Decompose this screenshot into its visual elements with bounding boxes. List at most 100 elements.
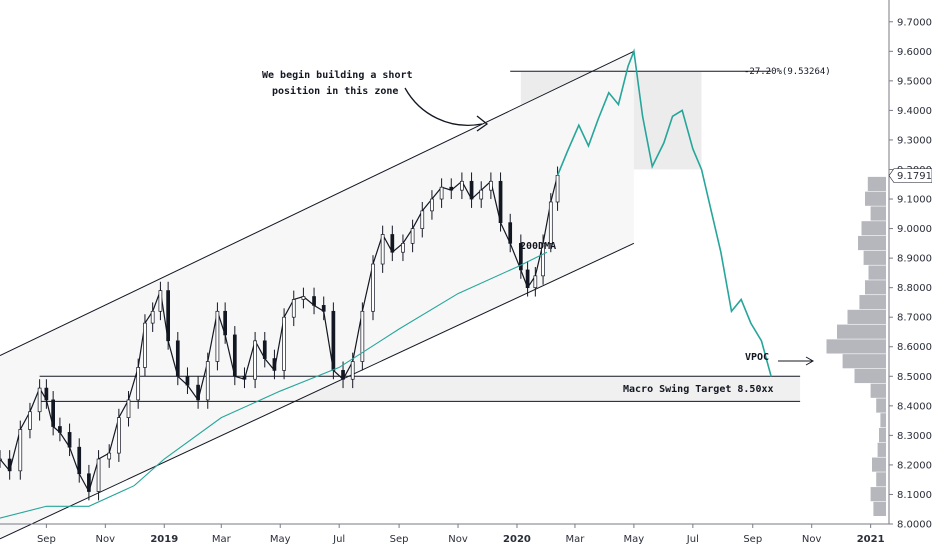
candle-body bbox=[439, 186, 444, 200]
channel-fill bbox=[0, 51, 634, 539]
candle-body bbox=[136, 367, 141, 401]
x-tick-label[interactable]: Jul bbox=[686, 534, 699, 545]
candle-body bbox=[489, 180, 493, 191]
x-tick-label[interactable]: Jul bbox=[332, 534, 345, 545]
channel-layer bbox=[0, 50, 635, 540]
x-tick-label[interactable]: Nov bbox=[96, 534, 116, 545]
x-tick-label[interactable]: Nov bbox=[448, 534, 468, 545]
x-tick-label[interactable]: Mar bbox=[212, 534, 232, 545]
dma-label: 200DMA bbox=[520, 241, 556, 252]
candle-body bbox=[28, 411, 32, 430]
candle-body bbox=[58, 426, 62, 433]
x-tick-label[interactable]: Mar bbox=[566, 534, 586, 545]
volume-profile-bar bbox=[879, 427, 886, 443]
y-tick-label[interactable]: 8.90000 bbox=[897, 254, 932, 265]
candle-body bbox=[77, 446, 82, 475]
candle-body bbox=[548, 201, 553, 244]
target-label: Macro Swing Target 8.50xx bbox=[623, 383, 774, 395]
candle-body bbox=[185, 375, 190, 386]
candle-body bbox=[430, 198, 434, 212]
volume-profile-bar bbox=[870, 206, 886, 221]
candle-body bbox=[7, 458, 12, 472]
candle-body bbox=[508, 222, 513, 244]
candle-body bbox=[469, 180, 474, 200]
y-tick-label[interactable]: 9.70000 bbox=[897, 17, 932, 28]
vpoc-label: VPOC bbox=[745, 352, 769, 363]
candle-body bbox=[51, 399, 55, 427]
x-axis-ticks[interactable]: Sep Nov 2019 Mar May Jul Sep Nov 2020 Mar May Jul Se… bbox=[37, 524, 885, 545]
x-tick-label[interactable]: May bbox=[624, 534, 645, 545]
candle-body bbox=[541, 242, 545, 277]
last-price-marker: 9.17918 bbox=[888, 168, 932, 183]
volume-profile-bar bbox=[867, 176, 886, 192]
candle-body bbox=[126, 399, 131, 418]
y-tick-label[interactable]: 8.30000 bbox=[897, 431, 932, 442]
y-tick-label[interactable]: 9.30000 bbox=[897, 135, 932, 146]
level-label: -27.20%(9.53264) bbox=[744, 67, 831, 77]
candle-body bbox=[166, 290, 170, 342]
x-tick-label[interactable]: Sep bbox=[390, 534, 409, 545]
y-tick-label[interactable]: 9.60000 bbox=[897, 47, 932, 58]
candle-body bbox=[272, 358, 277, 371]
volume-profile-layer bbox=[826, 176, 886, 517]
candle-body bbox=[360, 310, 365, 362]
candle-body bbox=[262, 340, 267, 359]
volume-profile-bar bbox=[870, 487, 886, 502]
y-tick-label[interactable]: 9.00000 bbox=[897, 224, 932, 235]
x-tick-label[interactable]: 2020 bbox=[503, 534, 531, 545]
volume-profile-bar bbox=[876, 398, 886, 413]
short-zone-text-line2: position in this zone bbox=[272, 85, 398, 97]
x-tick-label[interactable]: 2019 bbox=[150, 534, 178, 545]
candle-body bbox=[215, 310, 220, 362]
y-tick-label[interactable]: 9.40000 bbox=[897, 106, 932, 117]
candle-body bbox=[282, 316, 286, 371]
y-tick-label[interactable]: 8.10000 bbox=[897, 490, 932, 501]
x-tick-label[interactable]: May bbox=[270, 534, 291, 545]
y-tick-label[interactable]: 8.50000 bbox=[897, 372, 932, 383]
y-tick-label[interactable]: 8.70000 bbox=[897, 313, 932, 324]
last-price-label: 9.17918 bbox=[897, 171, 932, 182]
volume-profile-bar bbox=[876, 472, 886, 487]
200dma-line bbox=[0, 251, 548, 519]
candle-body bbox=[37, 387, 42, 413]
arrowhead-icon bbox=[476, 115, 489, 132]
candle-body bbox=[498, 180, 503, 224]
candle-body bbox=[525, 269, 530, 289]
y-tick-label[interactable]: 8.60000 bbox=[897, 342, 932, 353]
x-tick-label[interactable]: Nov bbox=[802, 534, 822, 545]
volume-profile-bar bbox=[837, 324, 886, 339]
volume-profile-bar bbox=[859, 295, 886, 310]
y-tick-label[interactable]: 9.10000 bbox=[897, 195, 932, 206]
candle-body bbox=[518, 242, 523, 271]
candle-body bbox=[87, 473, 91, 492]
candle-body bbox=[390, 234, 395, 253]
candle-body bbox=[232, 334, 237, 377]
x-tick-label[interactable]: Sep bbox=[37, 534, 56, 545]
volume-profile-bar bbox=[877, 442, 886, 457]
projection-line bbox=[556, 48, 772, 377]
candle-body bbox=[410, 228, 415, 244]
candle-body bbox=[312, 296, 316, 306]
y-tick-label[interactable]: 8.80000 bbox=[897, 283, 932, 294]
candle-body bbox=[341, 370, 345, 380]
volume-profile-bar bbox=[865, 280, 886, 295]
y-tick-label[interactable]: 8.20000 bbox=[897, 460, 932, 471]
volume-profile-bar bbox=[873, 501, 886, 517]
candle-body bbox=[143, 322, 147, 368]
series-layer bbox=[0, 48, 772, 519]
candle-body bbox=[401, 242, 405, 253]
x-tick-label[interactable]: 2021 bbox=[857, 534, 885, 545]
candle-body bbox=[175, 340, 180, 377]
candle-body bbox=[479, 189, 484, 200]
short-zone-text-line1: We begin building a short bbox=[262, 69, 413, 81]
candle-body bbox=[291, 299, 296, 318]
x-tick-label[interactable]: Sep bbox=[743, 534, 762, 545]
candle-body bbox=[196, 384, 200, 401]
y-tick-label[interactable]: 8.40000 bbox=[897, 401, 932, 412]
volume-profile-bar bbox=[868, 265, 886, 280]
y-tick-label[interactable]: 8.00000 bbox=[897, 520, 932, 531]
y-tick-label[interactable]: 9.50000 bbox=[897, 76, 932, 87]
y-axis-ticks[interactable]: 9.700009.600009.500009.400009.300009.200… bbox=[889, 17, 932, 531]
candle-body bbox=[350, 361, 355, 380]
